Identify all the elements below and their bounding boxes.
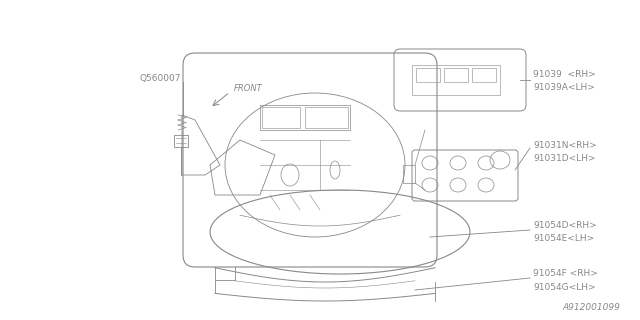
Text: FRONT: FRONT xyxy=(234,84,263,92)
Text: A912001099: A912001099 xyxy=(562,303,620,312)
Text: 91031D<LH>: 91031D<LH> xyxy=(533,154,596,163)
Text: 91039A<LH>: 91039A<LH> xyxy=(533,83,595,92)
Text: 91031N<RH>: 91031N<RH> xyxy=(533,140,596,149)
Text: Q560007: Q560007 xyxy=(140,74,182,83)
Text: 91054G<LH>: 91054G<LH> xyxy=(533,283,596,292)
Text: 91054F <RH>: 91054F <RH> xyxy=(533,269,598,278)
Text: 91054E<LH>: 91054E<LH> xyxy=(533,234,595,243)
Text: 91054D<RH>: 91054D<RH> xyxy=(533,220,596,229)
Text: 91039  <RH>: 91039 <RH> xyxy=(533,69,596,78)
